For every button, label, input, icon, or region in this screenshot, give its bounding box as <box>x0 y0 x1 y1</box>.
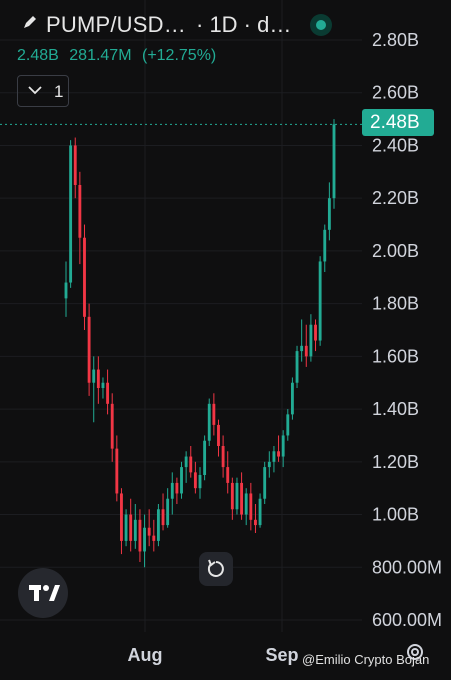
pencil-icon[interactable] <box>22 14 38 30</box>
candle-body <box>110 403 114 449</box>
candle-body <box>254 519 257 526</box>
candle-body <box>267 461 271 468</box>
reset-chart-button[interactable] <box>199 552 233 586</box>
candle-body <box>226 467 230 483</box>
candle-body <box>143 527 146 552</box>
indicators-count: 1 <box>54 82 64 101</box>
candle-body <box>327 198 331 230</box>
candle-body <box>207 403 211 441</box>
candle-body <box>83 237 86 317</box>
candle-body <box>235 482 239 510</box>
y-tick-label: 600.00M <box>372 610 442 630</box>
candle-body <box>240 482 244 515</box>
candle-body <box>175 482 179 494</box>
y-tick-label: 2.00B <box>372 241 419 261</box>
candle-body <box>314 324 317 341</box>
y-tick-label: 2.60B <box>372 83 419 103</box>
candle-body <box>263 467 267 499</box>
candle-body <box>286 414 290 436</box>
candle-body <box>115 448 119 494</box>
candle-body <box>277 451 280 457</box>
y-tick-label: 2.80B <box>372 30 419 50</box>
y-tick-label: 1.20B <box>372 452 419 472</box>
x-tick-label: Sep <box>265 645 298 665</box>
ohlc-stats: 2.48B 281.47M (+12.75%) <box>17 47 222 65</box>
chart-header: PUMP/USD… · 1D · d… <box>0 0 451 42</box>
tradingview-logo-icon <box>29 585 60 601</box>
candle-body <box>203 440 207 475</box>
live-status-icon <box>310 14 332 36</box>
candle-body <box>318 261 322 341</box>
candle-body <box>272 451 276 462</box>
stat-change-percent: (+12.75%) <box>141 47 217 64</box>
candle-body <box>309 324 313 357</box>
candle-body <box>193 472 197 489</box>
candle-body <box>106 382 110 404</box>
candle-body <box>258 498 262 526</box>
last-price-tag: 2.48B <box>362 109 434 136</box>
last-price-label: 2.48B <box>370 112 420 133</box>
y-tick-label: 1.60B <box>372 346 419 366</box>
candle-body <box>189 456 193 473</box>
candle-body <box>69 145 73 283</box>
candle-body <box>87 316 91 383</box>
candle-body <box>170 482 174 499</box>
candle-body <box>124 514 128 541</box>
stat-change: 281.47M <box>69 47 132 64</box>
chevron-down-icon <box>28 86 42 95</box>
candle-body <box>78 185 82 238</box>
candle-body <box>198 475 202 489</box>
candles <box>64 119 336 568</box>
tradingview-logo[interactable] <box>18 568 68 618</box>
candle-body <box>249 493 253 520</box>
indicators-collapse-button[interactable]: 1 <box>17 75 69 107</box>
candle-body <box>230 482 234 510</box>
candle-body <box>290 382 294 415</box>
y-tick-label: 2.20B <box>372 188 419 208</box>
y-tick-label: 2.40B <box>372 135 419 155</box>
candle-body <box>92 369 96 383</box>
reset-icon <box>207 559 224 577</box>
candle-body <box>161 509 165 526</box>
candle-body <box>166 498 170 526</box>
candle-body <box>147 527 151 536</box>
y-axis-labels[interactable]: 2.80B 2.60B 2.40B 2.20B 2.00B 1.80B 1.60B 1.40B… <box>372 30 442 630</box>
symbol-title[interactable]: PUMP/USD… <box>46 12 186 37</box>
y-tick-label: 1.80B <box>372 294 419 314</box>
y-tick-label: 800.00M <box>372 557 442 577</box>
candle-body <box>304 345 308 357</box>
candle-body <box>133 519 137 541</box>
candle-body <box>217 424 220 446</box>
x-tick-label: Aug <box>128 645 163 665</box>
candle-body <box>281 435 285 457</box>
candle-body <box>152 535 156 541</box>
interval-label[interactable]: · 1D · d… <box>196 12 292 37</box>
candle-body <box>101 382 105 388</box>
y-tick-label: 1.40B <box>372 399 419 419</box>
candle-body <box>180 467 183 494</box>
watermark: @Emilio Crypto Bojan <box>302 652 430 667</box>
candle-body <box>300 345 304 352</box>
candle-body <box>244 493 248 515</box>
gear-icon[interactable] <box>403 640 427 664</box>
candle-body <box>120 493 123 541</box>
y-tick-label: 1.00B <box>372 505 419 525</box>
candle-body <box>138 519 142 552</box>
candle-body <box>129 514 133 541</box>
candle-body <box>323 229 327 262</box>
candle-body <box>221 446 225 468</box>
candle-body <box>64 282 68 299</box>
stat-price: 2.48B <box>17 47 59 64</box>
candle-body <box>73 145 77 185</box>
candle-body <box>96 369 100 388</box>
candle-body <box>212 403 216 425</box>
candle-body <box>295 351 299 383</box>
candle-body <box>184 456 188 468</box>
x-axis-labels[interactable]: Aug Sep <box>128 645 299 665</box>
candle-body <box>332 124 336 199</box>
candle-body <box>156 509 160 541</box>
